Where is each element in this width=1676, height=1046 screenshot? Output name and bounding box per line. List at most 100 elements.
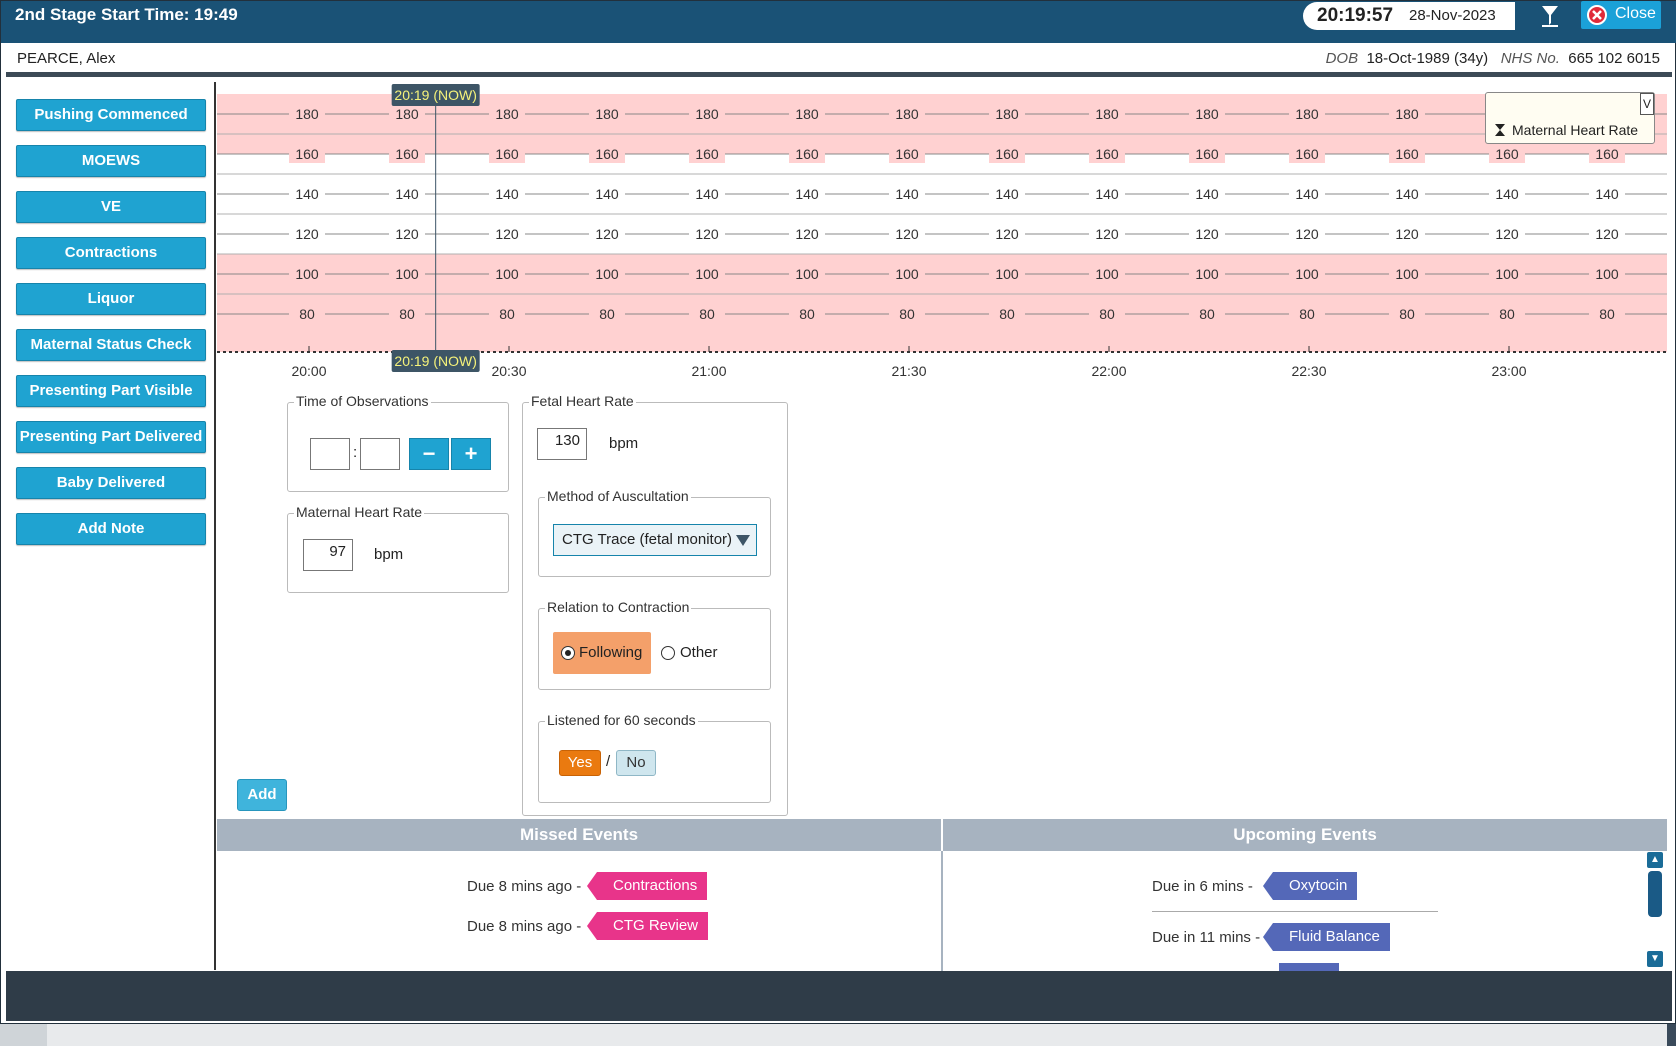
increment-time-button[interactable]: + bbox=[451, 438, 491, 470]
tick-label-bg bbox=[289, 145, 325, 163]
add-button[interactable]: Add bbox=[237, 779, 287, 811]
y-tick-label: 140 bbox=[695, 186, 719, 202]
time-of-observations-group: Time of Observations : − + bbox=[287, 393, 509, 492]
y-tick-label: 100 bbox=[1095, 266, 1119, 282]
add-note-button[interactable]: Add Note bbox=[16, 513, 206, 545]
legend-label: Maternal Heart Rate bbox=[1512, 122, 1639, 138]
tick-label-bg bbox=[1089, 105, 1125, 123]
tick-label-bg bbox=[889, 305, 925, 323]
baby-delivered-button[interactable]: Baby Delivered bbox=[16, 467, 206, 499]
y-tick-label: 120 bbox=[695, 226, 719, 242]
y-tick-label: 120 bbox=[1395, 226, 1419, 242]
scroll-down-button[interactable]: ▼ bbox=[1647, 951, 1663, 967]
radio-selected-icon bbox=[561, 646, 575, 660]
hour-input[interactable] bbox=[310, 438, 350, 470]
tick-label-bg bbox=[289, 305, 325, 323]
radio-unselected-icon bbox=[661, 646, 675, 660]
no-button[interactable]: No bbox=[616, 750, 656, 776]
tick-label-bg bbox=[989, 145, 1025, 163]
y-tick-label: 100 bbox=[695, 266, 719, 282]
tick-label-bg bbox=[1589, 225, 1625, 243]
y-tick-label: 160 bbox=[295, 146, 319, 162]
presenting-part-visible-button[interactable]: Presenting Part Visible bbox=[16, 375, 206, 407]
contractions-button[interactable]: Contractions bbox=[16, 237, 206, 269]
tick-label-bg bbox=[789, 265, 825, 283]
heart-rate-chart[interactable]: 1801801801801801801801801801801801801801… bbox=[217, 82, 1667, 442]
tick-label-bg bbox=[1289, 305, 1325, 323]
following-label: Following bbox=[579, 644, 643, 661]
y-tick-label: 180 bbox=[1395, 106, 1419, 122]
ve-button[interactable]: VE bbox=[16, 191, 206, 223]
liquor-button[interactable]: Liquor bbox=[16, 283, 206, 315]
tick-label-bg bbox=[1289, 145, 1325, 163]
tick-label-bg bbox=[589, 145, 625, 163]
tick-label-bg bbox=[1189, 105, 1225, 123]
y-tick-label: 140 bbox=[1095, 186, 1119, 202]
tick-label-bg bbox=[489, 265, 525, 283]
tick-label-bg bbox=[1189, 265, 1225, 283]
missed-event-tag[interactable]: Contractions bbox=[586, 872, 708, 900]
tick-label-bg bbox=[689, 305, 725, 323]
y-tick-label: 180 bbox=[295, 106, 319, 122]
tick-label-bg bbox=[689, 225, 725, 243]
tick-label-bg bbox=[789, 145, 825, 163]
tick-label-bg bbox=[989, 185, 1025, 203]
maternal-status-check-button[interactable]: Maternal Status Check bbox=[16, 329, 206, 361]
tick-label-bg bbox=[989, 265, 1025, 283]
y-tick-label: 140 bbox=[995, 186, 1019, 202]
y-tick-label: 140 bbox=[595, 186, 619, 202]
following-radio[interactable]: Following bbox=[553, 632, 651, 674]
x-tick-label: 22:30 bbox=[1291, 363, 1326, 379]
y-tick-label: 160 bbox=[995, 146, 1019, 162]
y-tick-label: 140 bbox=[1195, 186, 1219, 202]
dob-label: DOB bbox=[1325, 50, 1359, 67]
y-tick-label: 120 bbox=[595, 226, 619, 242]
current-date: 28-Nov-2023 bbox=[1409, 7, 1496, 24]
tick-label-bg bbox=[789, 185, 825, 203]
tick-label-bg bbox=[1589, 185, 1625, 203]
tick-label-bg bbox=[1089, 145, 1125, 163]
y-tick-label: 100 bbox=[1495, 266, 1519, 282]
decrement-time-button[interactable]: − bbox=[409, 438, 449, 470]
minute-input[interactable] bbox=[360, 438, 400, 470]
y-tick-label: 180 bbox=[1295, 106, 1319, 122]
tick-label-bg bbox=[589, 105, 625, 123]
maternal-heart-rate-input[interactable]: 97 bbox=[303, 539, 353, 571]
y-tick-label: 160 bbox=[695, 146, 719, 162]
tick-label-bg bbox=[389, 225, 425, 243]
tick-label-bg bbox=[1189, 185, 1225, 203]
scrollbar-thumb[interactable] bbox=[1648, 871, 1662, 917]
yes-button[interactable]: Yes bbox=[559, 750, 601, 776]
y-tick-label: 180 bbox=[795, 106, 819, 122]
now-marker-badge bbox=[391, 84, 480, 106]
pushing-commenced-button[interactable]: Pushing Commenced bbox=[16, 99, 206, 131]
hourglass-icon bbox=[1494, 123, 1506, 141]
y-tick-label: 80 bbox=[1499, 306, 1515, 322]
scroll-up-button[interactable]: ▲ bbox=[1647, 852, 1663, 868]
tick-label-bg bbox=[1389, 265, 1425, 283]
y-tick-label: 80 bbox=[1599, 306, 1615, 322]
y-tick-label: 140 bbox=[295, 186, 319, 202]
upcoming-event-tag[interactable]: Fluid Balance bbox=[1263, 923, 1390, 951]
y-tick-label: 100 bbox=[395, 266, 419, 282]
hourglass-filter-icon[interactable] bbox=[1537, 3, 1563, 29]
chart-legend[interactable]: V Maternal Heart Rate bbox=[1485, 92, 1655, 144]
tick-label-bg bbox=[1289, 185, 1325, 203]
auscultation-dropdown[interactable]: CTG Trace (fetal monitor) bbox=[553, 524, 757, 556]
presenting-part-delivered-button[interactable]: Presenting Part Delivered bbox=[16, 421, 206, 453]
tick-label-bg bbox=[789, 105, 825, 123]
legend-collapse-button[interactable]: V bbox=[1640, 93, 1654, 115]
moews-button[interactable]: MOEWS bbox=[16, 145, 206, 177]
close-button[interactable]: Close bbox=[1581, 1, 1661, 29]
missed-event-tag[interactable]: CTG Review bbox=[586, 912, 709, 940]
y-tick-label: 100 bbox=[495, 266, 519, 282]
tick-label-bg bbox=[389, 105, 425, 123]
y-tick-label: 140 bbox=[1295, 186, 1319, 202]
fetal-heart-rate-input[interactable]: 130 bbox=[537, 428, 587, 460]
y-tick-label: 100 bbox=[295, 266, 319, 282]
dialog-footer bbox=[6, 971, 1672, 1021]
upcoming-event-tag[interactable]: Oxytocin bbox=[1262, 872, 1358, 900]
y-tick-label: 160 bbox=[1095, 146, 1119, 162]
method-of-auscultation-legend: Method of Auscultation bbox=[545, 488, 691, 504]
other-radio[interactable]: Other bbox=[653, 632, 747, 674]
